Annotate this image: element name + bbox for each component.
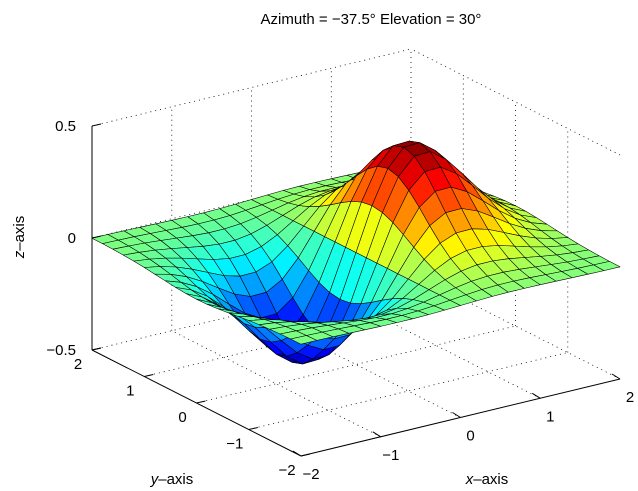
- box-edge: [91, 48, 412, 127]
- y-axis-label: y–axis: [150, 471, 194, 488]
- x-tick-label: 1: [546, 408, 554, 425]
- surface-patch: [593, 261, 621, 271]
- box-edge: [410, 48, 621, 156]
- z-axis-label: z–axis: [11, 216, 28, 260]
- y-tick-mark: [300, 453, 311, 457]
- z-tick-label: −0.5: [46, 342, 76, 359]
- y-tick-mark: [144, 374, 154, 377]
- x-axis-label: x–axis: [465, 471, 509, 488]
- x-tick-label: 0: [466, 428, 474, 445]
- y-tick-label: −1: [226, 436, 243, 453]
- grid-line-y: [248, 352, 568, 430]
- x-tick-mark: [292, 450, 302, 457]
- surface-mesh: [91, 140, 621, 365]
- y-tick-mark: [248, 427, 258, 430]
- z-tick-mark: [91, 347, 102, 351]
- z-tick-label: 0.5: [55, 118, 76, 135]
- tick-labels: −2−2−1−1 00 11 22−0.500.5: [46, 118, 634, 483]
- y-tick-label: 0: [178, 409, 186, 426]
- x-tick-mark: [372, 431, 382, 438]
- axes-lines: [91, 123, 621, 457]
- z-tick-mark: [91, 123, 102, 127]
- chart-title: Azimuth = −37.5° Elevation = 30°: [261, 11, 482, 28]
- grid-line-y: [196, 325, 516, 404]
- x-tick-mark: [532, 392, 541, 399]
- x-tick-label: 2: [626, 389, 634, 406]
- z-tick-mark: [91, 235, 102, 239]
- y-tick-mark: [196, 400, 206, 404]
- x-tick-mark: [611, 373, 621, 380]
- z-tick-label: 0: [68, 230, 76, 247]
- x-tick-label: −1: [382, 447, 399, 464]
- x-tick-mark: [452, 412, 461, 418]
- y-tick-label: −2: [278, 462, 295, 479]
- y-tick-label: 2: [74, 356, 82, 373]
- y-tick-label: 1: [126, 383, 134, 400]
- grid-line-x: [171, 330, 381, 438]
- x-tick-label: −2: [302, 466, 319, 483]
